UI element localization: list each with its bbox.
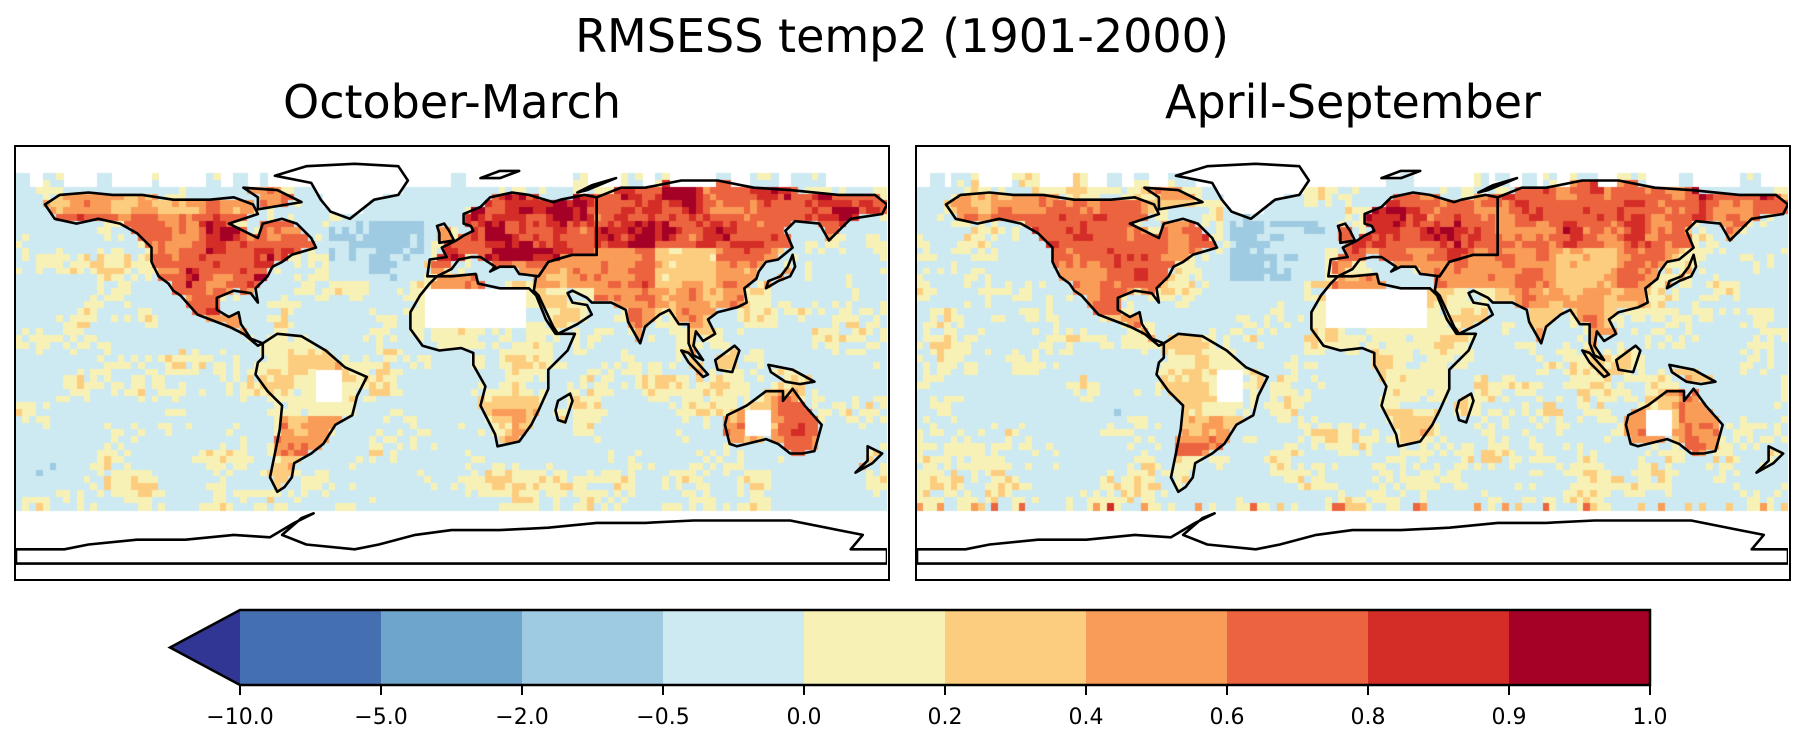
coastline-japan [1665, 253, 1698, 290]
colorbar-tick-label: 1.0 [1633, 705, 1668, 730]
coastline-japan [764, 253, 797, 290]
colorbar-segment [1086, 610, 1228, 685]
coastline-borneo [713, 344, 741, 374]
coastlines-october-march [16, 162, 887, 565]
colorbar-segment [240, 610, 382, 685]
figure-title: RMSESS temp2 (1901-2000) [575, 9, 1229, 63]
colorbar-segment [1227, 610, 1369, 685]
coastline-antarctica [16, 511, 887, 565]
coastline-australia [723, 387, 824, 455]
coastlines-april-september [917, 162, 1788, 565]
coastline-africa [409, 272, 577, 448]
colorbar-segment [1368, 610, 1510, 685]
coastline-sumatra [679, 349, 710, 379]
colorbar-segment [1509, 610, 1651, 685]
coastline-svalbard [479, 169, 521, 180]
coastline-greenland [1174, 162, 1311, 221]
panel-title-right: April-September [1165, 75, 1541, 129]
colorbar-segment [804, 610, 946, 685]
coastline-australia [1624, 387, 1725, 455]
coastline-novayazemlya [575, 176, 618, 194]
coastline-north-america [43, 191, 318, 347]
coastline-nz [1755, 444, 1785, 474]
panel-title-left: October-March [283, 75, 621, 129]
colorbar-tick-label: −2.0 [495, 705, 548, 730]
coastline-europe [425, 191, 599, 278]
coastline-uk [1336, 222, 1357, 245]
coastline-baffin [242, 186, 303, 211]
colorbar-segment [663, 610, 805, 685]
colorbar-segment [945, 610, 1087, 685]
map-panel-april-september [915, 145, 1791, 581]
coastline-nz [854, 444, 884, 474]
coastline-africa [1310, 272, 1478, 448]
coastline-antarctica [917, 511, 1788, 565]
heatmap-grid-october-march [16, 147, 887, 578]
coastline-madagascar [554, 392, 574, 424]
coastline-sumatra [1580, 349, 1611, 379]
colorbar-tick-label: 0.2 [928, 705, 963, 730]
coastline-south-america [1155, 332, 1270, 494]
coastline-europe [1326, 191, 1500, 278]
colorbar: −10.0 −5.0 −2.0 −0.5 0.0 0.2 0.4 0.6 0.8 0.9 1.0 [167, 608, 1668, 730]
colorbar-segment [522, 610, 664, 685]
coastline-svalbard [1380, 169, 1422, 180]
coastline-uk [435, 222, 456, 245]
coastline-asia [1433, 179, 1788, 362]
colorbar-tick-label: 0.8 [1351, 705, 1386, 730]
colorbar-segment [381, 610, 523, 685]
coastline-newguinea [767, 363, 816, 386]
heatmap-grid-april-september [917, 147, 1788, 578]
colorbar-tick-label: −0.5 [636, 705, 689, 730]
colorbar-tick-label: −10.0 [206, 705, 273, 730]
colorbar-tick-label: 0.4 [1069, 705, 1104, 730]
colorbar-extend-min [170, 610, 240, 685]
colorbar-tick-label: 0.6 [1210, 705, 1245, 730]
map-panel-october-march [14, 145, 890, 581]
colorbar-tick-label: 0.0 [787, 705, 822, 730]
coastline-north-america [944, 191, 1219, 347]
coastline-greenland [273, 162, 410, 221]
coastline-madagascar [1455, 392, 1475, 424]
coastline-asia [532, 179, 887, 362]
coastline-novayazemlya [1476, 176, 1519, 194]
coastline-baffin [1143, 186, 1204, 211]
coastline-borneo [1614, 344, 1642, 374]
colorbar-tick-label: −5.0 [354, 705, 407, 730]
coastline-south-america [254, 332, 369, 494]
colorbar-tick-label: 0.9 [1492, 705, 1527, 730]
coastline-newguinea [1668, 363, 1717, 386]
